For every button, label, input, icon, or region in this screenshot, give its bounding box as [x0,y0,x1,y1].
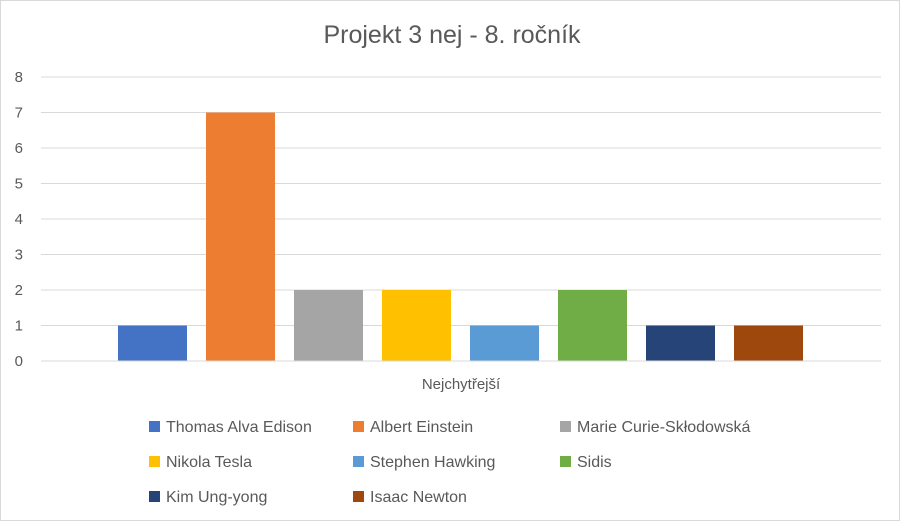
legend-swatch [353,421,364,432]
legend-swatch [149,456,160,467]
x-axis-category-label: Nejchytřejší [422,376,501,393]
bar-stephen-hawking [470,325,539,361]
legend-label: Isaac Newton [370,489,467,506]
legend-label: Sidis [577,454,612,471]
bar-nikola-tesla [382,290,451,361]
legend-label: Kim Ung-yong [166,489,267,506]
y-tick-label: 7 [15,105,23,122]
legend-swatch [353,456,364,467]
legend-swatch [149,491,160,502]
legend-swatch [149,421,160,432]
legend-item: Stephen Hawking [353,454,495,471]
legend-label: Thomas Alva Edison [166,419,312,436]
chart-title: Projekt 3 nej - 8. ročník [323,21,581,49]
y-tick-label: 5 [15,176,23,193]
y-axis-ticks: 0 1 2 3 4 5 6 7 8 [15,69,23,370]
bar-marie-curie-sk-odowsk [294,290,363,361]
y-tick-label: 8 [15,69,23,86]
legend-swatch [560,421,571,432]
y-tick-label: 6 [15,140,23,157]
legend-swatch [353,491,364,502]
bar-sidis [558,290,627,361]
legend-item: Nikola Tesla [149,454,252,471]
legend-item: Sidis [560,454,612,471]
legend-label: Nikola Tesla [166,454,252,471]
legend-item: Isaac Newton [353,489,467,506]
bar-albert-einstein [206,112,275,361]
y-tick-label: 4 [15,211,23,228]
y-tick-label: 3 [15,247,23,264]
gridlines [41,76,881,326]
y-tick-label: 0 [15,353,23,370]
bars [118,112,803,361]
legend-item: Albert Einstein [353,419,473,436]
legend-label: Marie Curie-Skłodowská [577,419,750,436]
y-tick-label: 2 [15,282,23,299]
legend-item: Marie Curie-Skłodowská [560,419,750,436]
bar-thomas-alva-edison [118,325,187,361]
bar-isaac-newton [734,325,803,361]
bar-kim-ung-yong [646,325,715,361]
y-tick-label: 1 [15,318,23,335]
legend: Thomas Alva Edison Albert Einstein Marie C… [149,419,750,506]
legend-item: Kim Ung-yong [149,489,267,506]
legend-label: Albert Einstein [370,419,473,436]
legend-swatch [560,456,571,467]
legend-label: Stephen Hawking [370,454,495,471]
legend-item: Thomas Alva Edison [149,419,312,436]
